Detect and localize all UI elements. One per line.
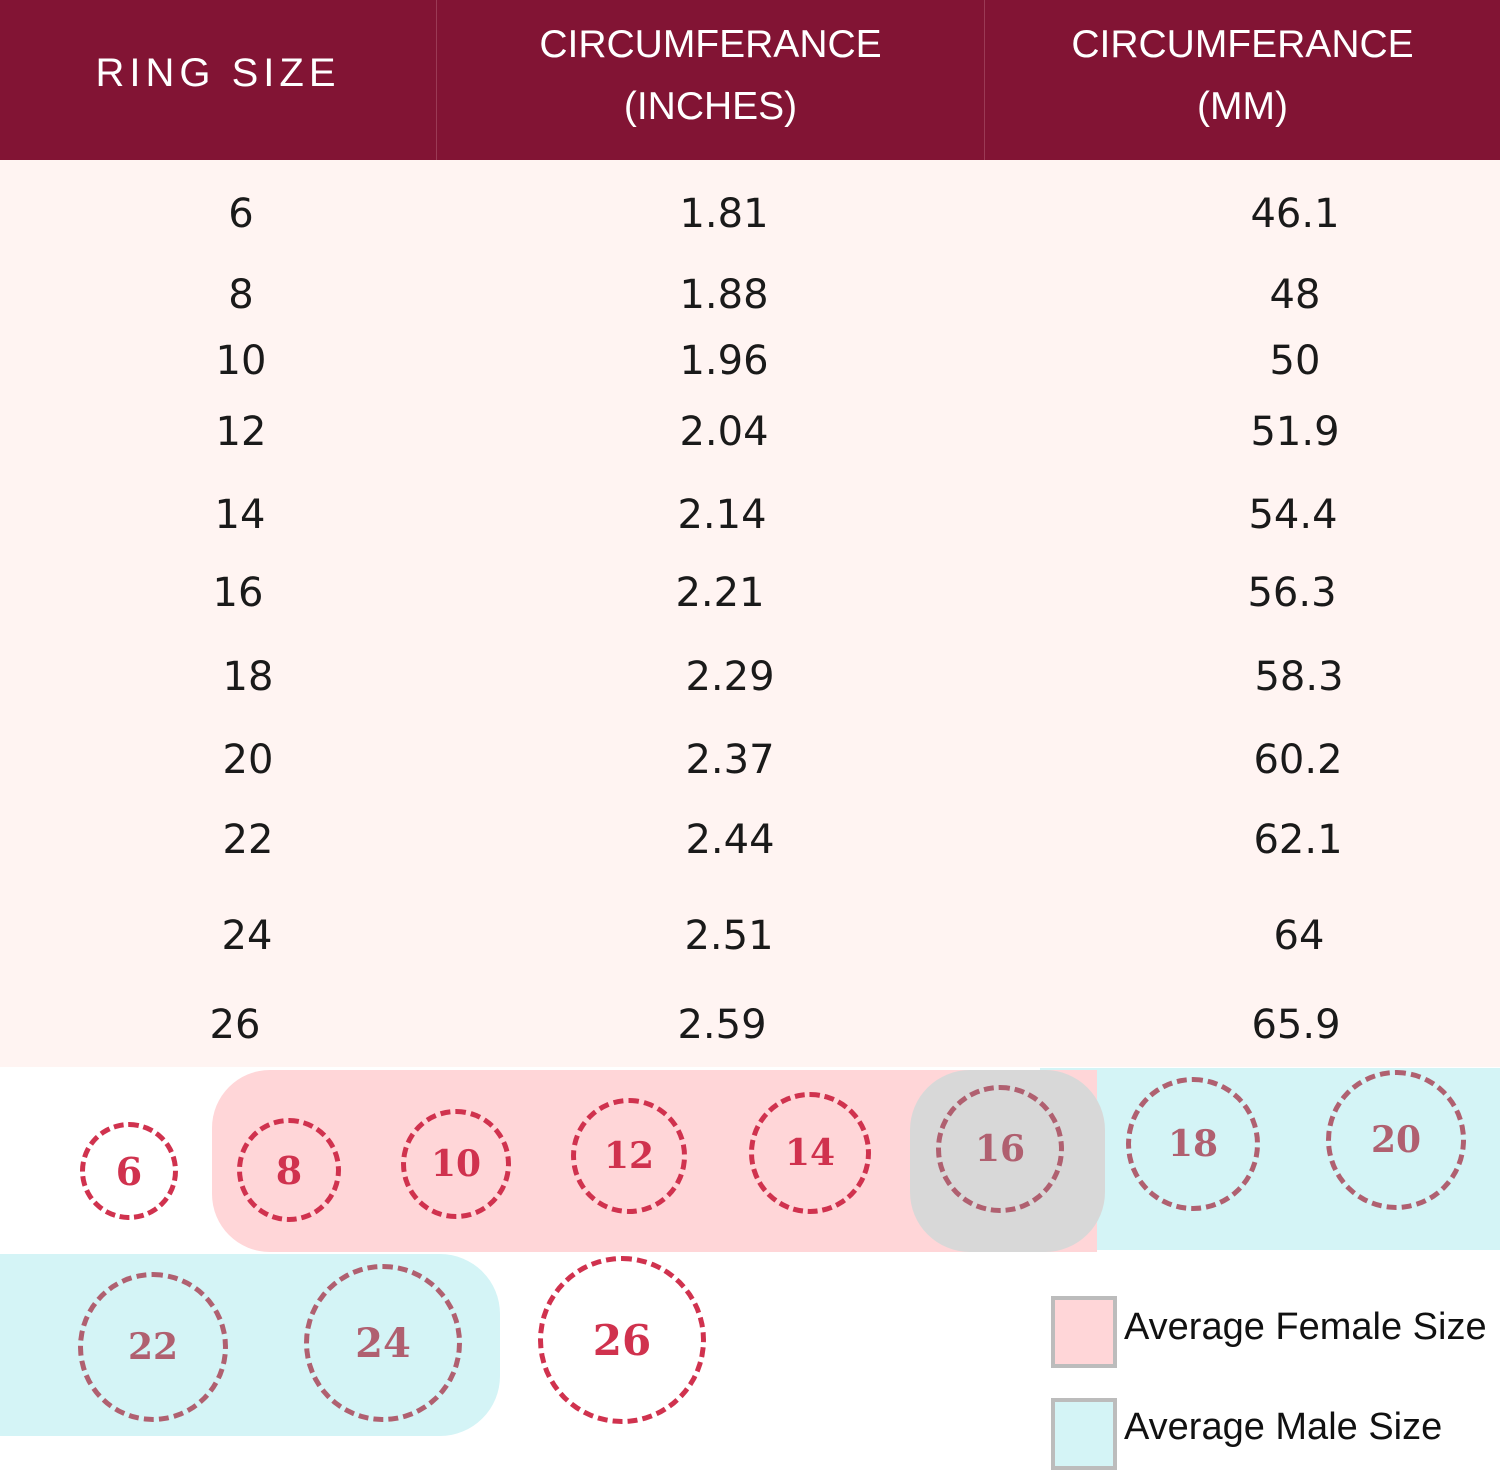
cell-mm: 54.4 <box>1248 492 1338 538</box>
ring-size-circle: 16 <box>936 1085 1064 1213</box>
cell-mm: 51.9 <box>1250 409 1340 455</box>
ring-size-circle: 22 <box>78 1272 228 1422</box>
header-inches: CIRCUMFERANCE (INCHES) <box>437 0 984 160</box>
cell-inches: 2.14 <box>677 492 767 538</box>
cell-inches: 2.44 <box>685 817 775 863</box>
cell-inches: 1.96 <box>679 338 769 384</box>
legend-male-swatch <box>1051 1398 1117 1470</box>
cell-mm: 65.9 <box>1251 1002 1341 1048</box>
cell-ring-size: 8 <box>228 272 254 318</box>
cell-ring-size: 12 <box>215 409 267 455</box>
cell-ring-size: 18 <box>222 654 274 700</box>
ring-size-circle: 6 <box>80 1122 178 1220</box>
header-ring-size: RING SIZE <box>0 0 436 160</box>
table-row: 20 2.37 60.2 <box>0 730 1500 790</box>
ring-size-circle: 26 <box>538 1256 706 1424</box>
cell-inches: 2.29 <box>685 654 775 700</box>
cell-mm: 62.1 <box>1253 817 1343 863</box>
header-inches-line2: (INCHES) <box>623 85 798 128</box>
header-divider <box>436 0 437 160</box>
cell-mm: 58.3 <box>1254 654 1344 700</box>
legend-female-label: Average Female Size <box>1124 1306 1487 1348</box>
cell-inches: 2.04 <box>679 409 769 455</box>
cell-inches: 2.51 <box>684 913 774 959</box>
ring-size-circle: 18 <box>1126 1077 1260 1211</box>
cell-mm: 50 <box>1269 338 1321 384</box>
cell-ring-size: 26 <box>209 1002 261 1048</box>
legend-male-label: Average Male Size <box>1124 1406 1443 1448</box>
ring-size-circle: 24 <box>304 1264 462 1422</box>
table-row: 12 2.04 51.9 <box>0 402 1500 462</box>
table-row: 16 2.21 56.3 <box>0 563 1500 623</box>
cell-ring-size: 24 <box>221 913 273 959</box>
table-row: 24 2.51 64 <box>0 906 1500 966</box>
cell-ring-size: 14 <box>214 492 266 538</box>
cell-mm: 48 <box>1269 272 1321 318</box>
cell-ring-size: 20 <box>222 737 274 783</box>
cell-inches: 1.81 <box>679 191 769 237</box>
table-header: RING SIZE CIRCUMFERANCE (INCHES) CIRCUMF… <box>0 0 1500 160</box>
header-mm-line2: (MM) <box>1197 85 1288 128</box>
cell-mm: 46.1 <box>1250 191 1340 237</box>
ring-size-circle: 14 <box>749 1092 871 1214</box>
cell-mm: 56.3 <box>1247 570 1337 616</box>
table-row: 8 1.88 48 <box>0 265 1500 325</box>
cell-mm: 60.2 <box>1253 737 1343 783</box>
header-mm: CIRCUMFERANCE (MM) <box>985 0 1500 160</box>
header-ring-size-label: RING SIZE <box>95 50 341 95</box>
cell-mm: 64 <box>1273 913 1325 959</box>
ring-size-circle: 10 <box>401 1109 511 1219</box>
header-mm-line1: CIRCUMFERANCE <box>1071 23 1414 66</box>
header-divider <box>984 0 985 160</box>
cell-inches: 2.59 <box>677 1002 767 1048</box>
cell-inches: 1.88 <box>679 272 769 318</box>
table-row: 10 1.96 50 <box>0 331 1500 391</box>
ring-size-circle: 8 <box>237 1118 341 1222</box>
ring-size-circle: 20 <box>1326 1070 1466 1210</box>
cell-ring-size: 6 <box>228 191 254 237</box>
table-body: 6 1.81 46.1 8 1.88 48 10 1.96 50 12 2.04… <box>0 160 1500 1067</box>
header-inches-line1: CIRCUMFERANCE <box>539 23 882 66</box>
table-row: 18 2.29 58.3 <box>0 647 1500 707</box>
table-row: 6 1.81 46.1 <box>0 184 1500 244</box>
cell-ring-size: 10 <box>215 338 267 384</box>
cell-inches: 2.21 <box>675 570 765 616</box>
cell-ring-size: 16 <box>212 570 264 616</box>
table-row: 26 2.59 65.9 <box>0 995 1500 1055</box>
table-row: 22 2.44 62.1 <box>0 810 1500 870</box>
cell-inches: 2.37 <box>685 737 775 783</box>
cell-ring-size: 22 <box>222 817 274 863</box>
ring-size-circle: 12 <box>571 1098 687 1214</box>
table-row: 14 2.14 54.4 <box>0 485 1500 545</box>
legend-female-swatch <box>1051 1296 1117 1368</box>
